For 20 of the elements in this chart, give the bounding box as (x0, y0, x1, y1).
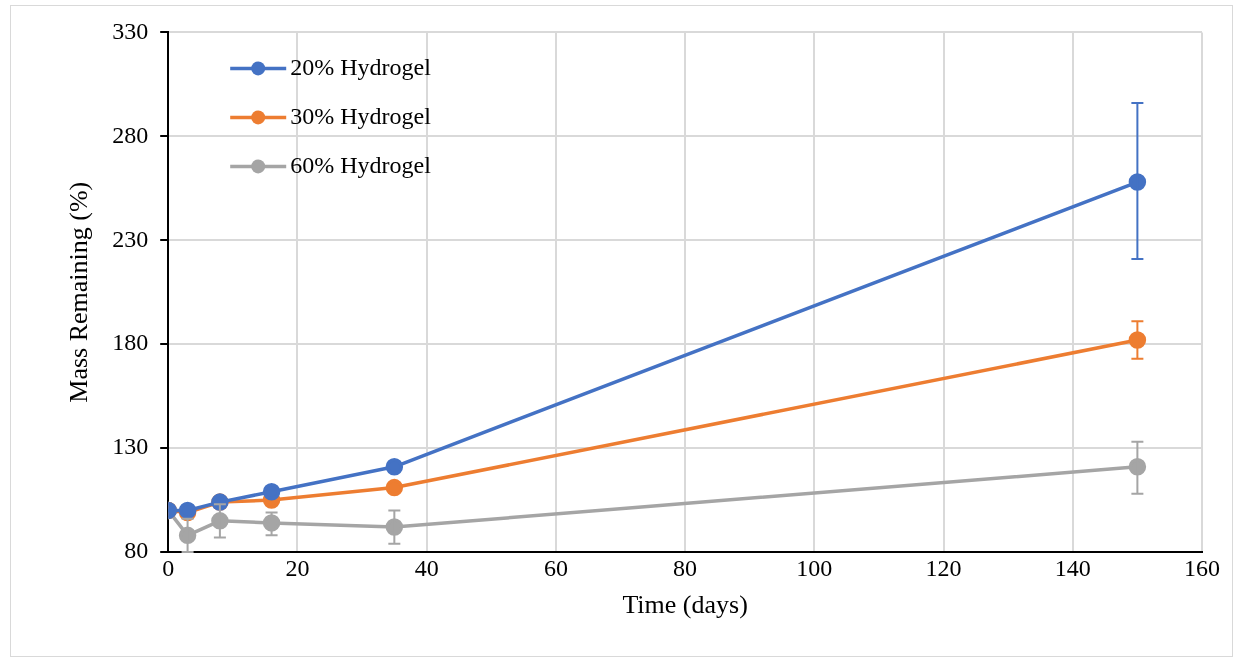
y-tick-label: 180 (112, 329, 149, 356)
x-tick-label: 20 (285, 554, 310, 581)
x-tick-label: 60 (543, 554, 568, 581)
legend-label: 20% Hydrogel (290, 53, 432, 80)
x-tick-label: 100 (796, 554, 833, 581)
y-tick-label: 280 (112, 121, 149, 148)
y-tick-label: 130 (112, 433, 149, 460)
legend-label: 60% Hydrogel (290, 151, 432, 178)
x-tick-label: 120 (925, 554, 962, 581)
y-tick-label: 330 (112, 17, 149, 44)
x-tick-label: 40 (414, 554, 439, 581)
x-tick-label: 160 (1184, 554, 1220, 581)
y-tick-label: 230 (112, 225, 149, 252)
y-axis-title: Mass Remaining (%) (64, 181, 94, 403)
x-tick-label: 0 (162, 554, 175, 581)
x-axis-title: Time (days) (622, 590, 748, 620)
x-tick-label: 80 (673, 554, 698, 581)
y-tick-label: 80 (124, 537, 149, 564)
x-tick-label: 140 (1054, 554, 1091, 581)
legend-label: 30% Hydrogel (290, 102, 432, 129)
